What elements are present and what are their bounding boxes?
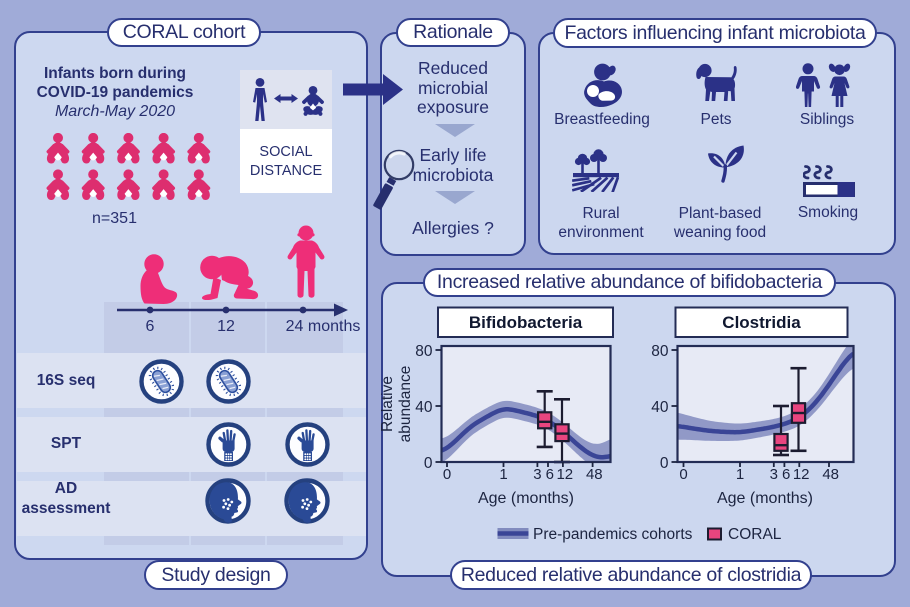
svg-text:40: 40 xyxy=(651,399,669,416)
svg-text:0: 0 xyxy=(679,466,687,483)
svg-text:6: 6 xyxy=(546,466,554,483)
svg-text:Relative: Relative xyxy=(381,376,396,432)
svg-text:0: 0 xyxy=(424,455,433,472)
svg-text:Clostridia: Clostridia xyxy=(722,313,801,332)
svg-text:3: 3 xyxy=(770,466,778,483)
svg-text:abundance: abundance xyxy=(397,366,414,443)
svg-text:3: 3 xyxy=(533,466,541,483)
svg-text:1: 1 xyxy=(736,466,744,483)
svg-text:0: 0 xyxy=(660,455,669,472)
svg-text:1: 1 xyxy=(499,466,507,483)
svg-text:80: 80 xyxy=(651,343,669,360)
svg-text:12: 12 xyxy=(793,466,810,483)
svg-text:48: 48 xyxy=(822,466,839,483)
svg-text:12: 12 xyxy=(556,466,573,483)
svg-text:Age (months): Age (months) xyxy=(478,490,574,507)
svg-text:40: 40 xyxy=(415,399,433,416)
svg-text:Bifidobacteria: Bifidobacteria xyxy=(469,313,583,332)
svg-text:CORAL: CORAL xyxy=(728,526,782,543)
svg-text:80: 80 xyxy=(415,343,433,360)
svg-text:Age (months): Age (months) xyxy=(717,490,813,507)
svg-text:48: 48 xyxy=(586,466,603,483)
svg-text:Pre-pandemics cohorts: Pre-pandemics cohorts xyxy=(533,526,693,543)
svg-text:0: 0 xyxy=(443,466,451,483)
svg-text:6: 6 xyxy=(782,466,790,483)
